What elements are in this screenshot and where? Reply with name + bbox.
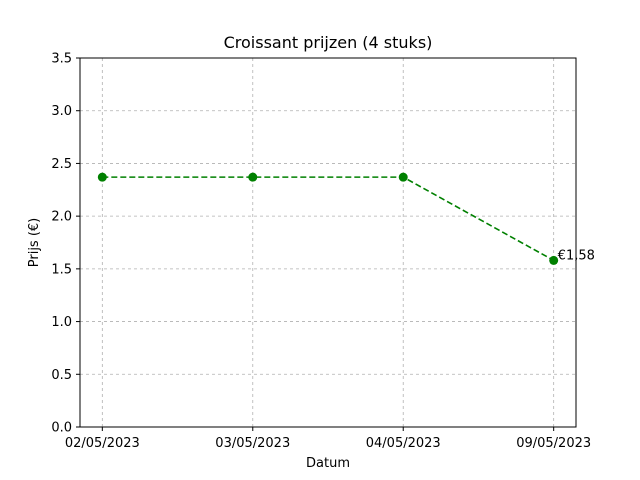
x-axis-label: Datum <box>306 456 350 471</box>
y-tick-label: 2.5 <box>51 157 72 172</box>
y-tick-label: 3.0 <box>51 104 72 119</box>
axis-ticks: 0.0 0.5 1.0 1.5 2.0 2.5 3.0 3.5 02/05/2023 03/05/… <box>51 52 591 452</box>
x-tick-label: 02/05/2023 <box>65 436 140 451</box>
x-tick-label: 03/05/2023 <box>215 436 290 451</box>
y-axis-label: Prijs (€) <box>27 218 42 268</box>
data-point <box>97 172 107 182</box>
chart-title: Croissant prijzen (4 stuks) <box>224 33 433 52</box>
series-line-layer <box>102 176 555 262</box>
annotations: €1,58 <box>558 248 595 263</box>
plot-area-frame <box>79 57 577 428</box>
data-point <box>398 172 408 182</box>
y-tick-label: 0.5 <box>51 368 72 383</box>
y-tick-label: 0.0 <box>51 421 72 436</box>
x-tick-label: 09/05/2023 <box>516 436 591 451</box>
y-tick-label: 3.5 <box>51 52 72 67</box>
series-line <box>102 176 555 262</box>
x-tick-label: 04/05/2023 <box>366 436 441 451</box>
data-point <box>248 172 258 182</box>
data-label: €1,58 <box>558 248 595 263</box>
data-point <box>549 255 559 265</box>
y-tick-label: 1.0 <box>51 315 72 330</box>
y-tick-label: 1.5 <box>51 262 72 277</box>
series-markers <box>97 172 559 265</box>
y-tick-label: 2.0 <box>51 210 72 225</box>
